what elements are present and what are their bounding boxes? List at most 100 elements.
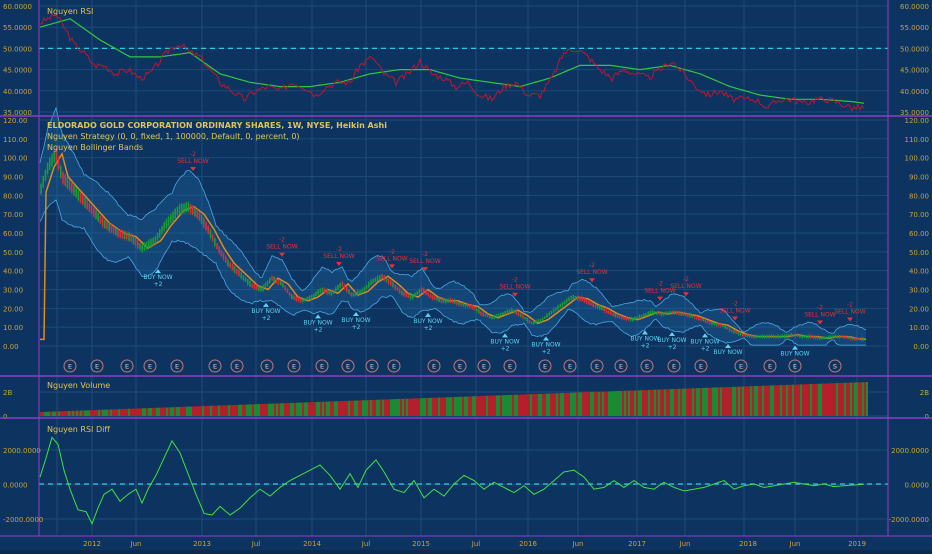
volume-bar (850, 382, 852, 416)
earnings-event-marker[interactable]: E (208, 359, 222, 373)
volume-bar (514, 394, 516, 416)
earnings-event-marker[interactable]: E (477, 359, 491, 373)
earnings-event-marker[interactable]: E (538, 359, 552, 373)
rsi-panel[interactable]: Nguyen RSI (39, 7, 888, 112)
earnings-event-marker[interactable]: E (63, 359, 77, 373)
volume-bar (262, 403, 264, 416)
candle-body (434, 296, 436, 300)
buy-signal[interactable]: BUY NOW (713, 344, 743, 356)
candle-body (579, 296, 581, 301)
earnings-event-marker[interactable]: E (287, 359, 301, 373)
volume-bar (530, 394, 532, 416)
buy-signal[interactable]: BUY NOW+2 (251, 302, 281, 322)
candle-body (695, 315, 698, 320)
earnings-event-marker[interactable]: E (427, 359, 441, 373)
time-axis-label: 2015 (412, 540, 430, 548)
candle-body (596, 305, 599, 309)
earnings-event-marker[interactable]: E (667, 359, 681, 373)
volume-bar (234, 404, 236, 416)
buy-signal[interactable]: BUY NOW+2 (490, 333, 520, 352)
earnings-event-marker[interactable]: E (230, 359, 244, 373)
earnings-event-marker[interactable]: E (503, 359, 517, 373)
diff-scale-left-label: -2000.0000 (3, 516, 43, 524)
candle-body (260, 287, 262, 292)
rsi-scale-right-label: 60.0000 (900, 3, 929, 11)
buy-signal[interactable]: BUY NOW+2 (657, 332, 687, 351)
earnings-event-marker[interactable]: E (763, 359, 777, 373)
time-axis[interactable]: 2012 Jun 2013 Jul 2014 Jul 2015 Jul 2016 Jun 2017 J… (83, 540, 866, 548)
earnings-event-marker[interactable]: E (614, 359, 628, 373)
volume-scale-left-label: 2B (3, 389, 12, 397)
buy-signal[interactable]: BUY NOW+2 (531, 336, 561, 355)
time-axis-label: Jul (471, 540, 481, 548)
volume-bar (146, 408, 148, 416)
price-scale-left-label: 0.00 (3, 343, 19, 351)
earnings-event-marker[interactable]: S (828, 359, 842, 373)
buy-signal[interactable]: BUY NOW+2 (690, 333, 720, 352)
earnings-event-marker[interactable]: E (734, 359, 748, 373)
volume-panel[interactable]: Nguyen Volume (40, 381, 868, 416)
candle-body (216, 243, 218, 250)
volume-bar (192, 406, 194, 416)
earnings-event-marker[interactable]: E (788, 359, 802, 373)
event-letter: E (793, 363, 797, 371)
rsi-diff-panel[interactable]: Nguyen RSI Diff (39, 425, 888, 525)
candle-body (104, 220, 106, 229)
earnings-event-marker[interactable]: E (563, 359, 577, 373)
candle-body (409, 294, 412, 299)
buy-signal[interactable]: BUY NOW+2 (341, 311, 371, 331)
candle-body (863, 338, 865, 341)
volume-bar (246, 404, 248, 416)
candle-body (451, 299, 454, 303)
candle-body (106, 221, 108, 230)
buy-signal[interactable]: BUY NOW+2 (413, 312, 443, 332)
candle-body (341, 282, 344, 287)
candle-body (172, 211, 174, 221)
buy-arrow-icon (642, 330, 648, 335)
buy-signal[interactable]: BUY NOW+2 (630, 330, 660, 350)
candle-body (207, 225, 209, 234)
candle-body (357, 290, 359, 296)
earnings-event-marker[interactable]: E (260, 359, 274, 373)
candle-body (390, 280, 392, 286)
earnings-event-marker[interactable]: E (694, 359, 708, 373)
earnings-event-marker[interactable]: E (170, 359, 184, 373)
candle-body (689, 313, 691, 318)
earnings-event-marker[interactable]: E (365, 359, 379, 373)
grid-lines (39, 0, 888, 536)
earnings-event-marker[interactable]: E (341, 359, 355, 373)
earnings-event-marker[interactable]: E (387, 359, 401, 373)
earnings-event-marker[interactable]: E (120, 359, 134, 373)
volume-bar (652, 389, 654, 416)
earnings-event-marker[interactable]: E (590, 359, 604, 373)
event-ring-icon (315, 359, 329, 373)
candle-body (651, 310, 654, 314)
buy-signal[interactable]: BUY NOW+2 (303, 314, 333, 333)
buy-signal[interactable]: BUY NOW+2 (143, 269, 173, 288)
earnings-event-marker[interactable]: E (90, 359, 104, 373)
candle-body (211, 234, 214, 242)
panel-separators[interactable] (0, 0, 932, 537)
earnings-event-marker[interactable]: E (453, 359, 467, 373)
earnings-event-marker[interactable]: E (640, 359, 654, 373)
candle-body (605, 308, 608, 313)
earnings-event-marker[interactable]: E (143, 359, 157, 373)
buy-signal[interactable]: BUY NOW (780, 345, 810, 358)
earnings-event-marker[interactable]: E (315, 359, 329, 373)
